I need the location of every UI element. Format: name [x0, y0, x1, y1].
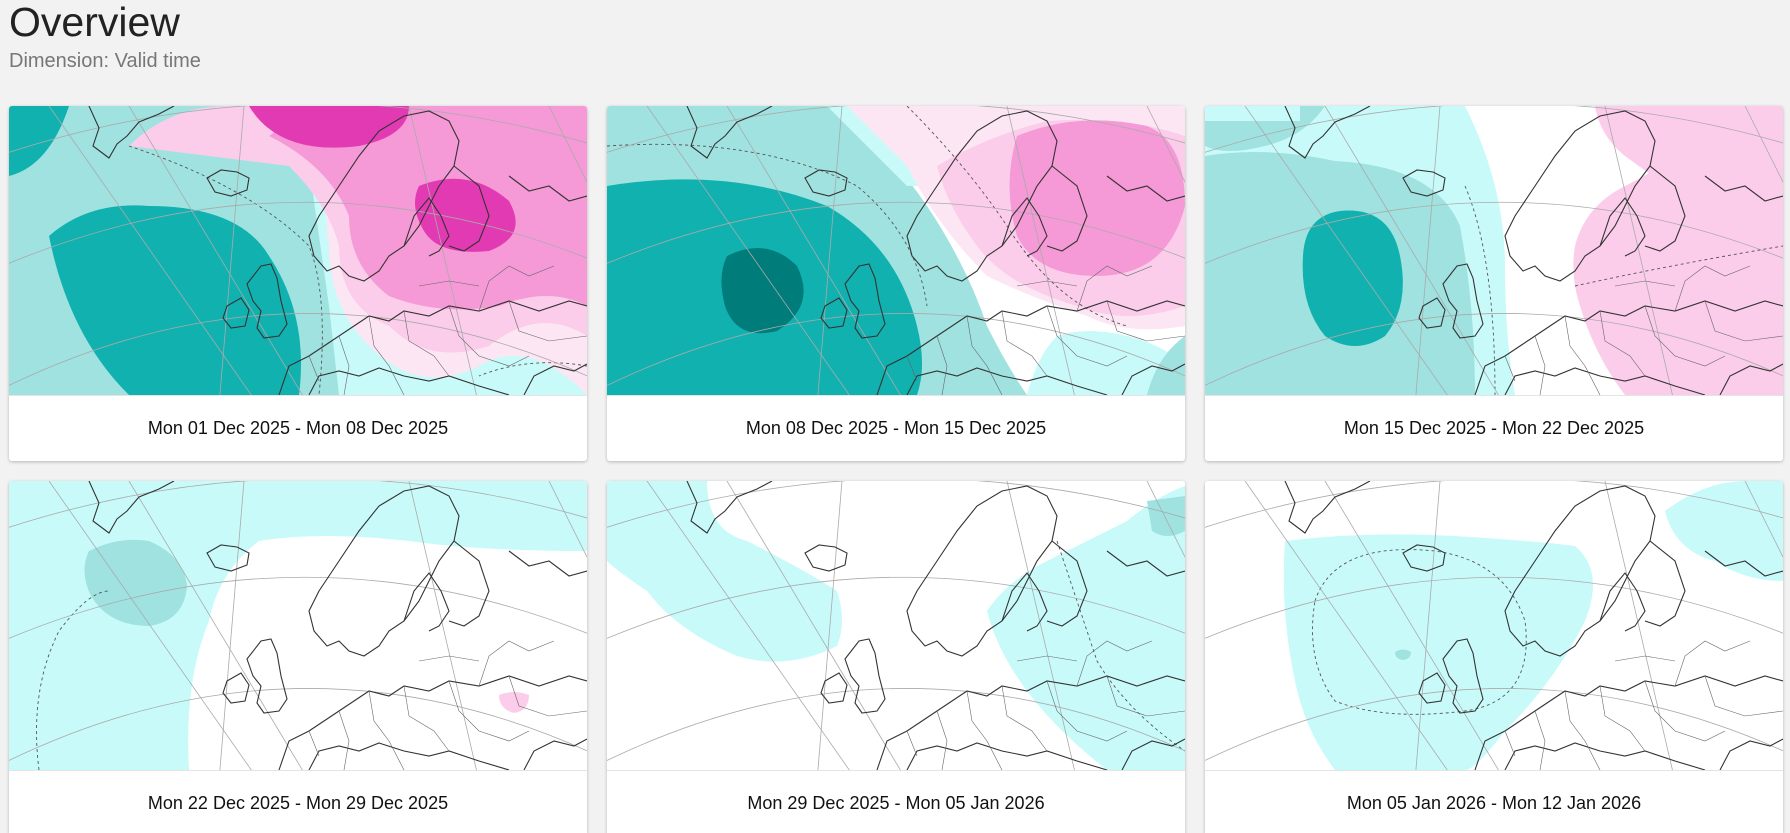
- anomaly-map[interactable]: [1205, 106, 1783, 395]
- page-title: Overview: [9, 0, 180, 45]
- map-caption: Mon 29 Dec 2025 - Mon 05 Jan 2026: [607, 770, 1185, 833]
- map-caption: Mon 22 Dec 2025 - Mon 29 Dec 2025: [9, 770, 587, 833]
- map-caption: Mon 05 Jan 2026 - Mon 12 Jan 2026: [1205, 770, 1783, 833]
- map-caption: Mon 08 Dec 2025 - Mon 15 Dec 2025: [607, 395, 1185, 461]
- anomaly-map[interactable]: [1205, 481, 1783, 770]
- map-card[interactable]: Mon 22 Dec 2025 - Mon 29 Dec 2025: [9, 481, 587, 833]
- map-caption: Mon 01 Dec 2025 - Mon 08 Dec 2025: [9, 395, 587, 461]
- anomaly-map[interactable]: [9, 481, 587, 770]
- map-card[interactable]: Mon 08 Dec 2025 - Mon 15 Dec 2025: [607, 106, 1185, 461]
- anomaly-map[interactable]: [607, 106, 1185, 395]
- anomaly-map[interactable]: [9, 106, 587, 395]
- page-subtitle: Dimension: Valid time: [9, 50, 201, 72]
- anomaly-map[interactable]: [607, 481, 1185, 770]
- map-card[interactable]: Mon 01 Dec 2025 - Mon 08 Dec 2025: [9, 106, 587, 461]
- map-grid: Mon 01 Dec 2025 - Mon 08 Dec 2025 Mon 08…: [9, 106, 1784, 833]
- map-card[interactable]: Mon 15 Dec 2025 - Mon 22 Dec 2025: [1205, 106, 1783, 461]
- map-card[interactable]: Mon 05 Jan 2026 - Mon 12 Jan 2026: [1205, 481, 1783, 833]
- map-caption: Mon 15 Dec 2025 - Mon 22 Dec 2025: [1205, 395, 1783, 461]
- map-card[interactable]: Mon 29 Dec 2025 - Mon 05 Jan 2026: [607, 481, 1185, 833]
